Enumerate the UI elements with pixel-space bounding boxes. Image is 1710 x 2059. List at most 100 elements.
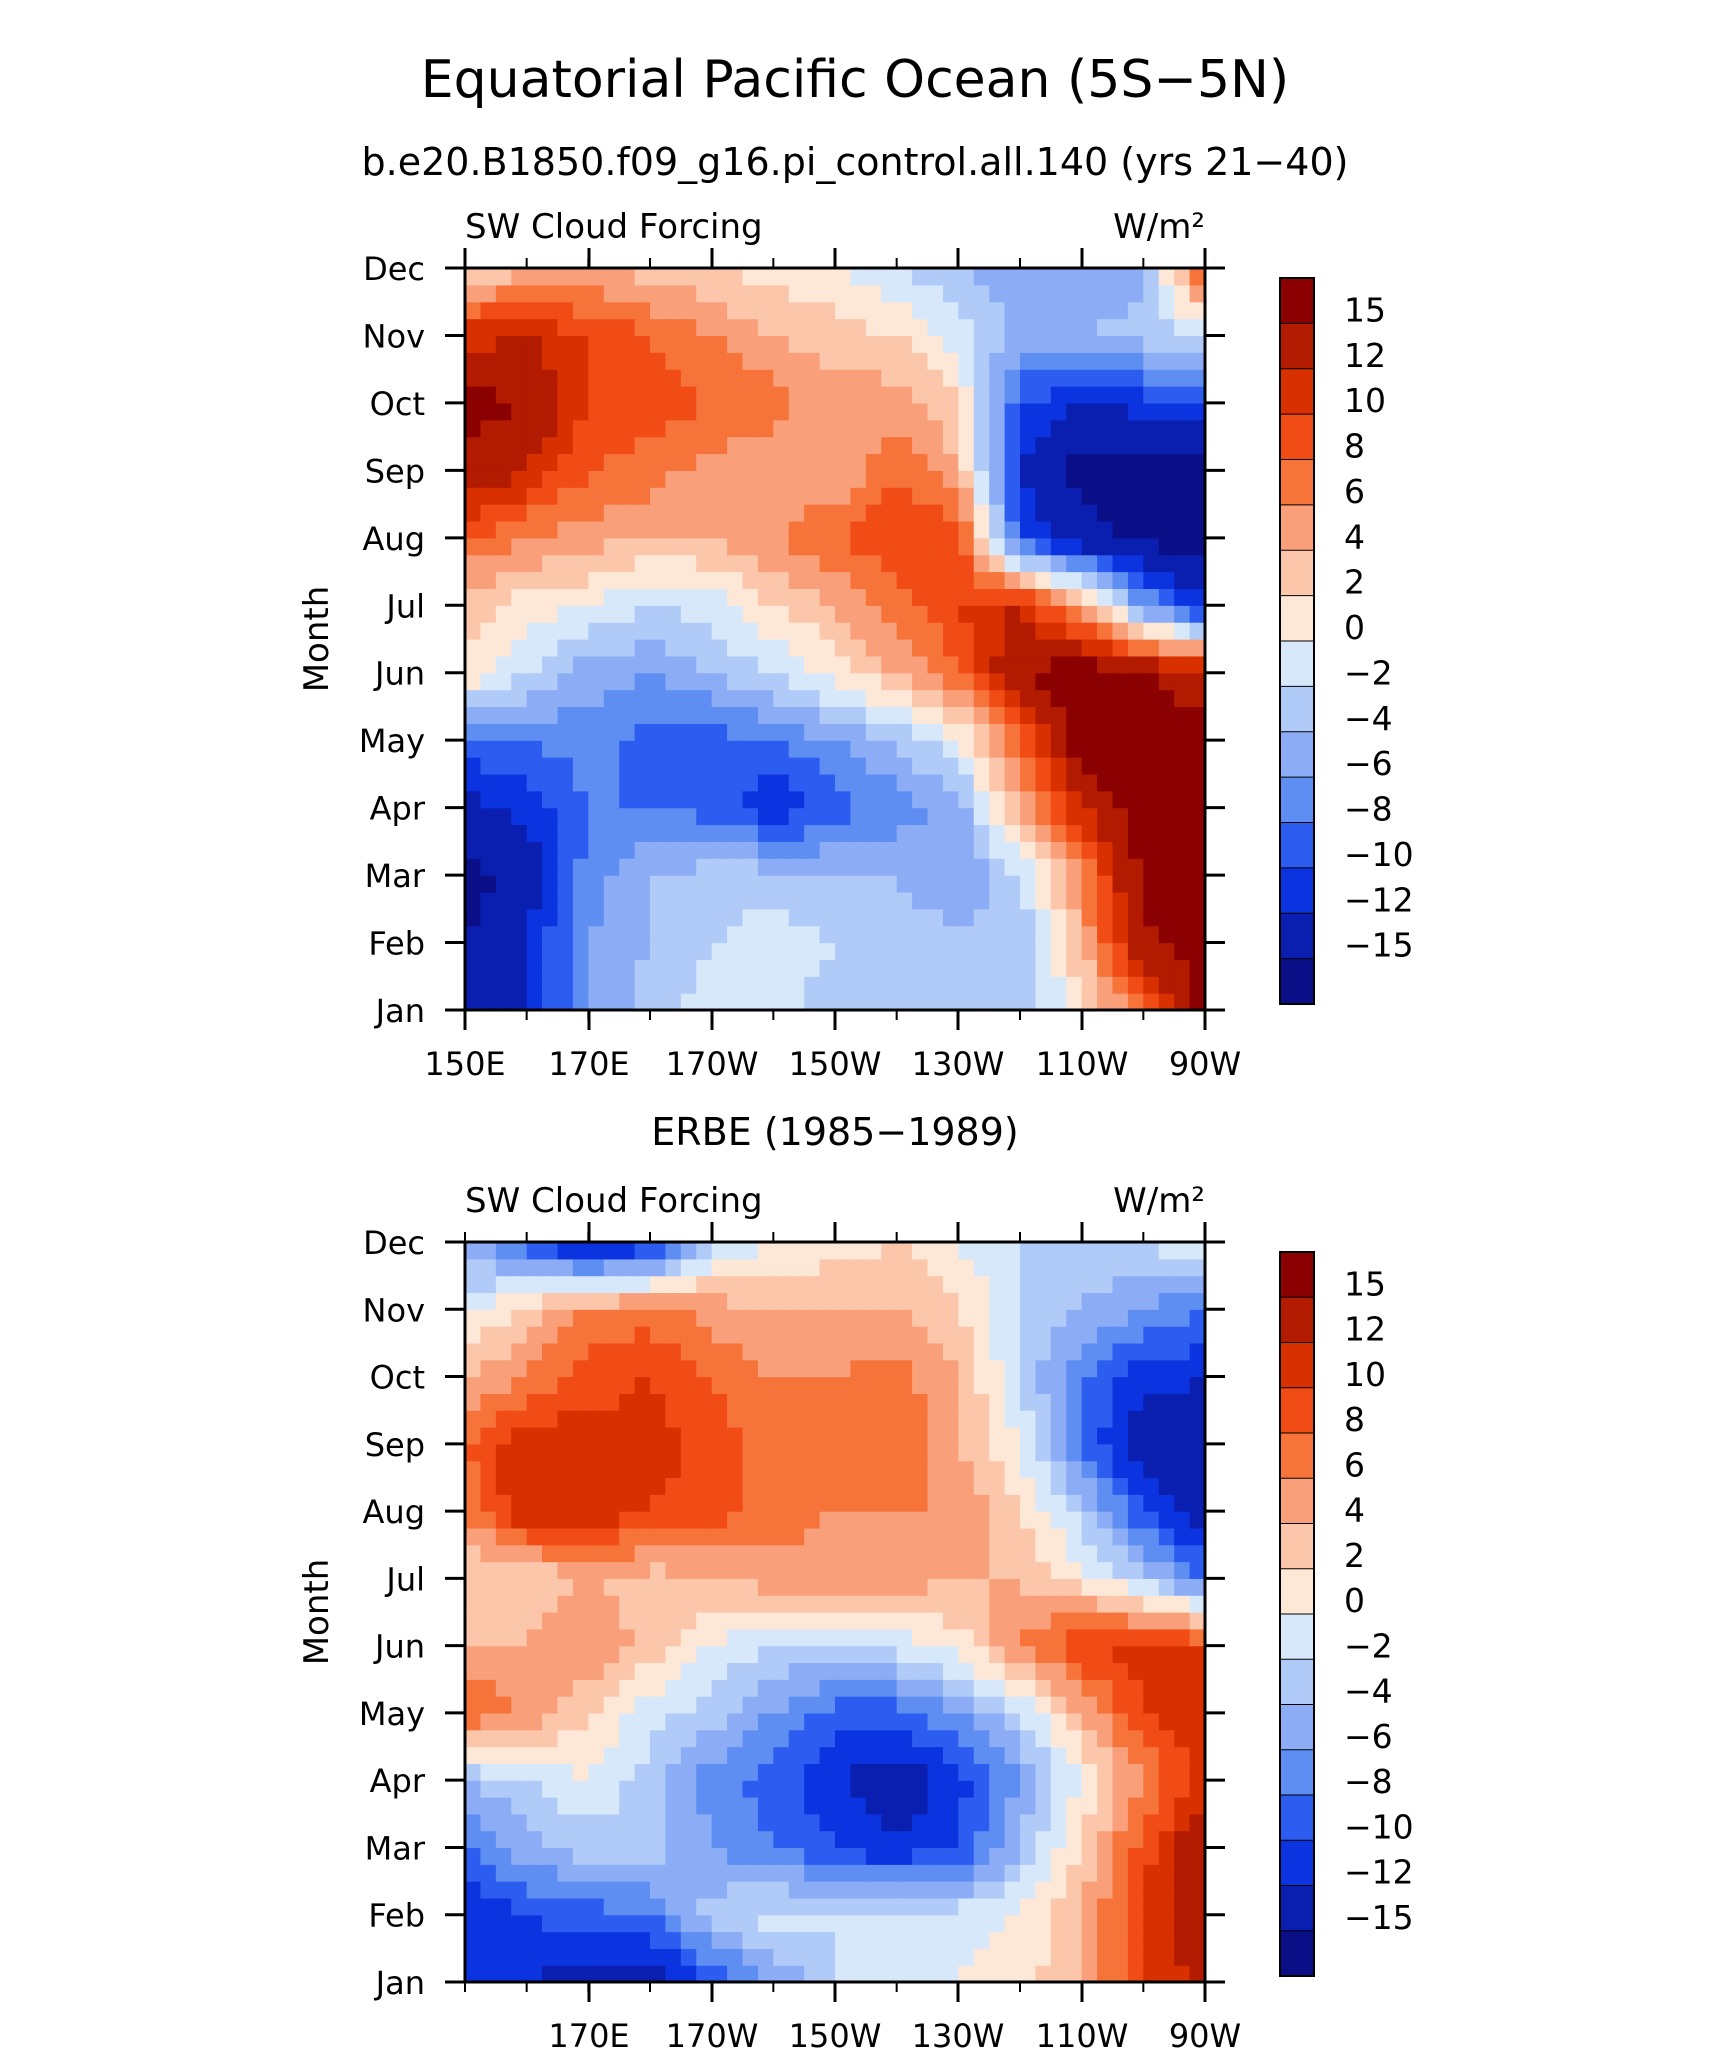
heatmap-cell	[1050, 1948, 1067, 1966]
heatmap-cell	[1189, 1258, 1206, 1277]
heatmap-cell	[665, 1595, 682, 1613]
heatmap-cell	[1127, 1881, 1144, 1899]
heatmap-cell	[1189, 1712, 1206, 1731]
heatmap-cell	[665, 639, 682, 657]
heatmap-cell	[788, 1628, 805, 1647]
heatmap-cell	[1066, 622, 1083, 640]
heatmap-cell	[1189, 1746, 1206, 1764]
heatmap-cell	[542, 1410, 559, 1428]
heatmap-cell	[495, 1813, 512, 1832]
heatmap-cell	[572, 807, 589, 826]
heatmap-cell	[1035, 1679, 1052, 1697]
heatmap-cell	[742, 1443, 759, 1462]
heatmap-cell	[557, 1914, 574, 1933]
heatmap-cell	[542, 1494, 559, 1512]
heatmap-cell	[511, 773, 528, 792]
heatmap-cell	[835, 891, 852, 910]
heatmap-cell	[1050, 605, 1067, 623]
heatmap-cell	[1081, 942, 1098, 961]
heatmap-cell	[865, 875, 882, 893]
heatmap-cell	[1127, 335, 1144, 353]
heatmap-cell	[1097, 672, 1114, 691]
heatmap-cell	[696, 1931, 713, 1949]
heatmap-cell	[881, 1881, 898, 1899]
heatmap-cell	[588, 1847, 605, 1865]
heatmap-cell	[1081, 1410, 1098, 1428]
heatmap-cell	[881, 1864, 898, 1882]
heatmap-cell	[696, 622, 713, 640]
heatmap-cell	[865, 369, 882, 387]
heatmap-cell	[742, 1813, 759, 1832]
heatmap-cell	[865, 672, 882, 691]
heatmap-cell	[958, 1931, 975, 1949]
heatmap-cell	[1004, 369, 1021, 387]
heatmap-cell	[727, 1780, 744, 1798]
heatmap-cell	[495, 655, 512, 674]
heatmap-cell	[896, 436, 913, 455]
heatmap-cell	[542, 1662, 559, 1680]
heatmap-cell	[650, 1292, 667, 1310]
heatmap-cell	[1081, 689, 1098, 708]
heatmap-cell	[927, 1292, 944, 1310]
heatmap-cell	[881, 959, 898, 977]
heatmap-cell	[773, 858, 790, 876]
heatmap-cell	[588, 942, 605, 961]
heatmap-cell	[542, 1931, 559, 1949]
heatmap-cell	[819, 1595, 836, 1613]
heatmap-cell	[480, 1797, 497, 1815]
heatmap-cell	[680, 1696, 697, 1714]
heatmap-cell	[511, 1292, 528, 1310]
heatmap-cell	[973, 504, 990, 522]
heatmap-cell	[927, 706, 944, 724]
heatmap-cell	[511, 1948, 528, 1966]
heatmap-cell	[881, 1376, 898, 1394]
heatmap-cell	[727, 740, 744, 758]
heatmap-cell	[1112, 571, 1129, 590]
heatmap-cell	[942, 1359, 959, 1378]
heatmap-cell	[865, 1948, 882, 1966]
heatmap-cell	[480, 1965, 497, 1983]
heatmap-cell	[465, 1477, 482, 1495]
heatmap-cell	[1004, 318, 1021, 337]
heatmap-cell	[942, 1628, 959, 1647]
heatmap-cell	[1174, 773, 1191, 792]
heatmap-cell	[850, 1309, 867, 1327]
heatmap-cell	[757, 1595, 774, 1613]
heatmap-cell	[634, 1258, 651, 1277]
heatmap-cell	[773, 1881, 790, 1899]
heatmap-cell	[742, 571, 759, 590]
heatmap-cell	[542, 1242, 559, 1260]
heatmap-cell	[1112, 1628, 1129, 1647]
heatmap-cell	[912, 301, 929, 320]
heatmap-cell	[634, 470, 651, 488]
heatmap-cell	[1035, 723, 1052, 741]
heatmap-cell	[819, 1628, 836, 1647]
heatmap-cell	[572, 1326, 589, 1344]
heatmap-cell	[1066, 672, 1083, 691]
heatmap-cell	[927, 723, 944, 741]
heatmap-cell	[465, 1746, 482, 1764]
heatmap-cell	[989, 1662, 1006, 1680]
heatmap-cell	[896, 959, 913, 977]
heatmap-cell	[896, 1561, 913, 1579]
heatmap-cell	[773, 807, 790, 826]
heatmap-cell	[1004, 1342, 1021, 1361]
heatmap-cell	[711, 1679, 728, 1697]
heatmap-cell	[819, 487, 836, 505]
heatmap-cell	[1143, 790, 1160, 809]
heatmap-cell	[480, 470, 497, 488]
heatmap-cell	[989, 1359, 1006, 1378]
heatmap-cell	[650, 1612, 667, 1630]
heatmap-cell	[680, 858, 697, 876]
heatmap-cell	[634, 959, 651, 977]
heatmap-cell	[711, 1931, 728, 1949]
heatmap-cell	[588, 1914, 605, 1933]
heatmap-cell	[680, 706, 697, 724]
heatmap-cell	[819, 1948, 836, 1966]
heatmap-cell	[1004, 1275, 1021, 1294]
heatmap-cell	[804, 1696, 821, 1714]
heatmap-cell	[665, 1561, 682, 1579]
heatmap-cell	[788, 1813, 805, 1832]
heatmap-cell	[1004, 1477, 1021, 1495]
heatmap-cell	[804, 942, 821, 961]
